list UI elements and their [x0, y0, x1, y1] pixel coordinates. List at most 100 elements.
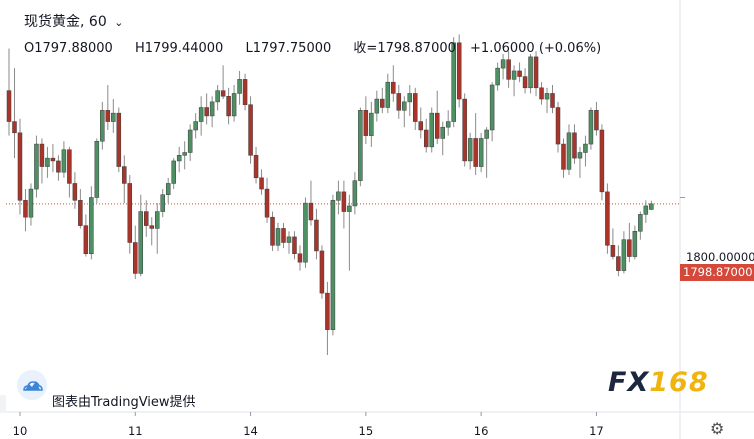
candle-up	[187, 129, 193, 153]
high-value: H1799.44000	[134, 41, 224, 56]
candle-up	[369, 112, 374, 136]
symbol-name: 现货黄金	[24, 14, 80, 30]
candle-down	[533, 56, 539, 89]
candle-down	[144, 211, 149, 226]
candle-up	[495, 67, 500, 86]
candle-down	[39, 143, 45, 167]
candle-down	[550, 93, 555, 108]
candle-down	[522, 76, 528, 89]
candle-down	[325, 292, 330, 330]
candle-down	[56, 160, 61, 173]
candle-up	[275, 228, 281, 246]
candle-down	[506, 59, 511, 80]
candle-down	[599, 129, 605, 193]
low-value: L1797.75000	[245, 41, 332, 56]
candle-up	[138, 211, 144, 274]
candle-down	[122, 166, 127, 184]
candle-down	[220, 90, 226, 97]
candle-up	[528, 56, 533, 89]
cloud-logo-icon[interactable]	[17, 370, 47, 400]
candle-down	[204, 107, 209, 117]
candle-down	[264, 188, 270, 218]
candle-up	[154, 211, 160, 229]
candle-down	[605, 191, 610, 246]
ohlc-readout: O1797.88000 H1799.44000 L1797.75000 收=17…	[24, 37, 619, 56]
candle-up	[478, 138, 484, 167]
candle-down	[6, 90, 12, 122]
candle-up	[111, 112, 116, 122]
interval-label: 60	[88, 14, 107, 30]
candle-up	[45, 157, 50, 167]
candle-up	[643, 205, 649, 215]
candle-down	[149, 225, 154, 229]
candle-down	[270, 216, 275, 246]
candle-down	[610, 245, 616, 257]
symbol-header[interactable]: 现货黄金, 60 ⌄	[24, 11, 123, 31]
candle-up	[588, 110, 594, 145]
x-tick-label: 14	[243, 424, 258, 438]
gear-icon[interactable]: ⚙	[710, 419, 725, 438]
candle-down	[434, 112, 440, 139]
candle-up	[577, 152, 583, 159]
candle-down	[555, 107, 561, 145]
candle-up	[402, 101, 407, 111]
candle-up	[347, 205, 352, 212]
candle-down	[418, 121, 423, 131]
candle-down	[314, 219, 319, 252]
candle-up	[176, 155, 182, 162]
candle-down	[67, 149, 72, 184]
chevron-down-icon[interactable]: ⌄	[114, 16, 124, 29]
candle-up	[182, 152, 187, 156]
candle-up	[632, 231, 638, 257]
scroll-edge	[0, 395, 6, 413]
candle-down	[226, 96, 231, 117]
candle-up	[237, 79, 242, 94]
candle-up	[61, 149, 67, 173]
x-tick-label: 11	[127, 424, 143, 438]
candle-up	[544, 93, 550, 100]
candle-up	[429, 112, 434, 148]
candle-up	[198, 107, 204, 122]
candle-up	[330, 200, 336, 330]
candle-down	[281, 228, 286, 243]
candle-up	[638, 214, 643, 232]
candle-up	[385, 81, 391, 108]
candle-down	[539, 87, 544, 100]
last-price-tag: 1798.87000	[680, 264, 754, 281]
candle-down	[72, 183, 78, 201]
candle-up	[215, 90, 220, 103]
y-axis-label: 1800.00000	[686, 250, 754, 264]
candle-down	[17, 132, 23, 201]
candle-down	[297, 253, 303, 263]
candle-up	[336, 191, 341, 201]
candle-down	[127, 183, 133, 243]
attribution-text[interactable]: 图表由TradingView提供	[52, 395, 196, 410]
candle-down	[259, 177, 264, 190]
candle-down	[248, 104, 253, 156]
candle-up	[489, 84, 495, 131]
candle-down	[308, 202, 314, 221]
candle-down	[396, 93, 402, 111]
candle-down	[462, 98, 467, 162]
candle-up	[566, 132, 572, 170]
candle-up	[28, 188, 34, 218]
candle-down	[12, 121, 17, 134]
candle-up	[500, 59, 506, 69]
candle-down	[319, 250, 325, 294]
brand-logo: FX168	[608, 367, 709, 398]
candle-down	[105, 110, 111, 122]
candle-down	[133, 242, 138, 274]
x-tick-label: 16	[473, 424, 489, 438]
close-value: 收=1798.87000	[353, 41, 456, 56]
candle-up	[511, 70, 517, 80]
candle-up	[160, 194, 165, 212]
candle-up	[100, 110, 105, 142]
candle-down	[517, 70, 522, 77]
change-value: +1.06000 (+0.06%)	[470, 41, 602, 56]
candle-up	[583, 143, 588, 153]
candle-up	[407, 93, 413, 103]
candle-down	[413, 93, 418, 122]
brand-prefix: FX	[608, 367, 650, 398]
